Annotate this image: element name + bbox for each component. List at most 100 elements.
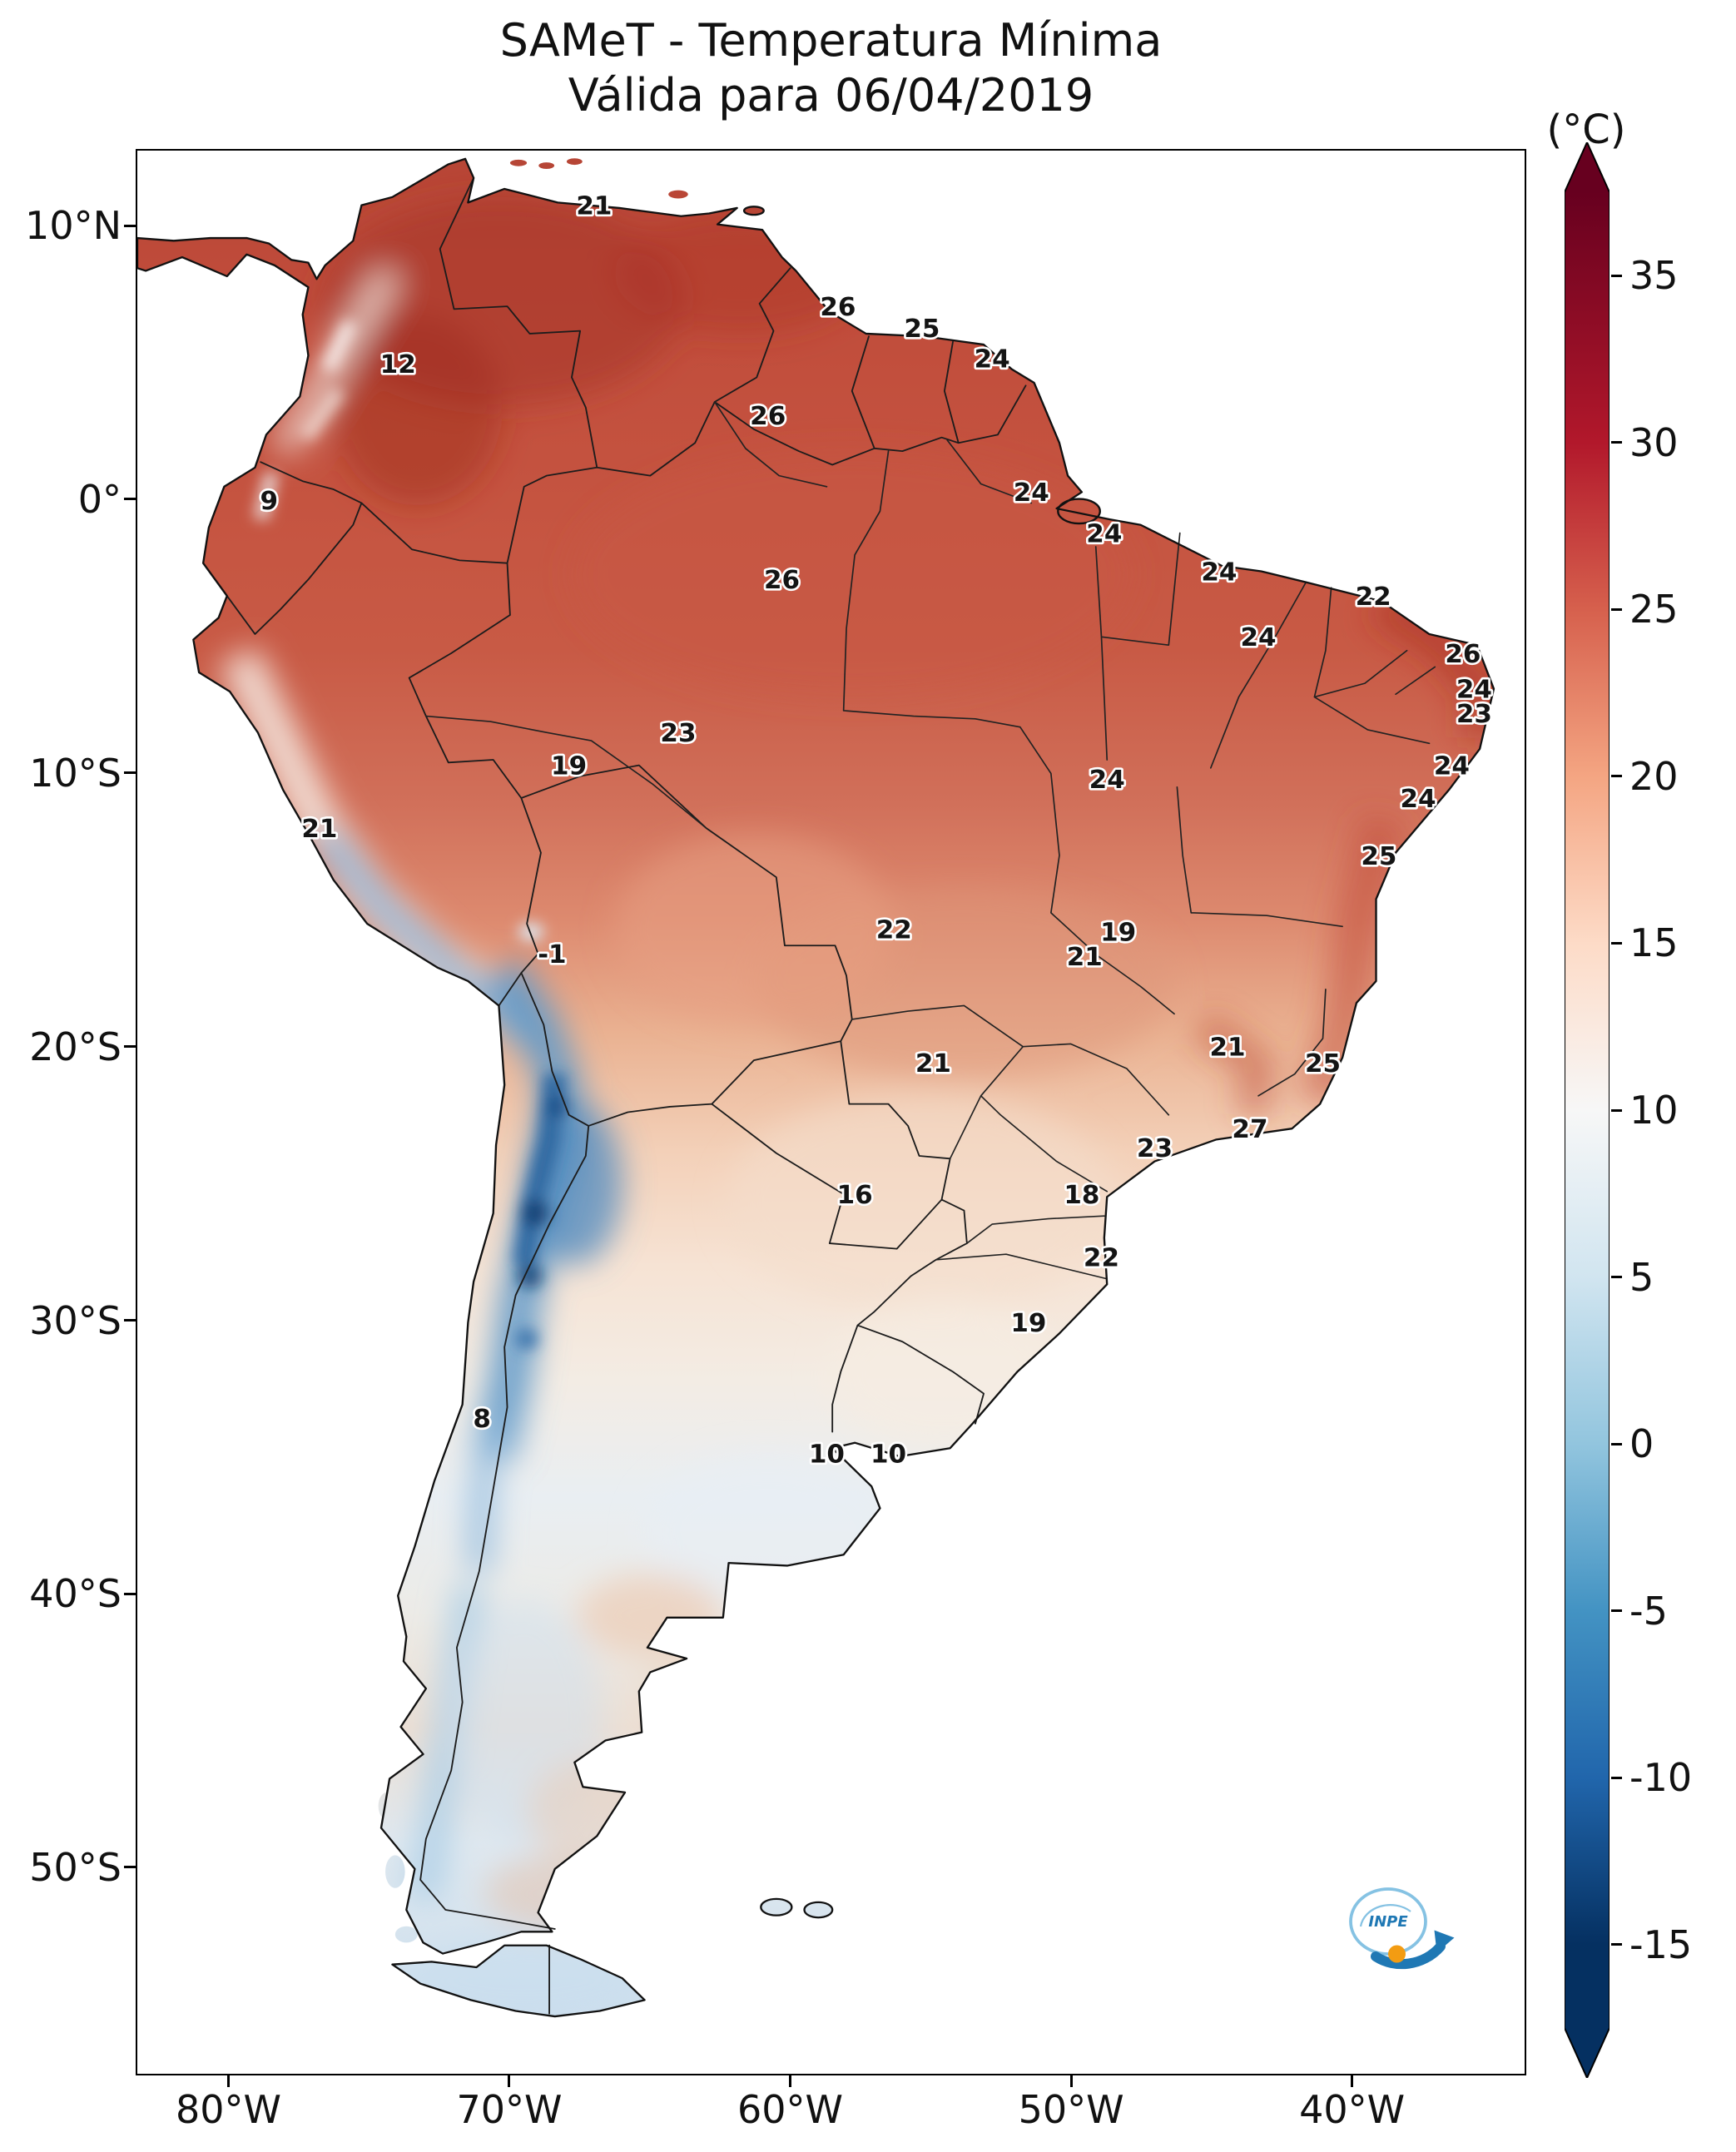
y-axis-tick-mark	[124, 224, 136, 227]
y-axis-tick-label: 10°N	[25, 203, 122, 249]
colorbar-tick-mark	[1611, 1108, 1622, 1112]
y-axis-tick-label: 20°S	[29, 1024, 122, 1069]
temperature-label: 23	[660, 719, 696, 748]
temperature-label: 27	[1232, 1115, 1267, 1144]
temperature-label: 23	[1137, 1134, 1173, 1163]
x-axis-tick-mark	[226, 2075, 230, 2087]
colorbar-tick-label: 0	[1629, 1421, 1654, 1467]
y-axis-tick-label: 10°S	[29, 750, 122, 796]
temperature-field	[137, 158, 1494, 2017]
temperature-label: 25	[1361, 842, 1396, 871]
x-axis-tick-mark	[1351, 2075, 1354, 2087]
x-axis-tick-label: 40°W	[1299, 2087, 1406, 2132]
temperature-label: 24	[1086, 520, 1122, 549]
y-axis-tick-mark	[124, 1592, 136, 1595]
y-axis-tick-label: 50°S	[29, 1844, 122, 1890]
temperature-label: 26	[1445, 640, 1481, 669]
colorbar-tick-mark	[1611, 775, 1622, 778]
temperature-label: 19	[1100, 919, 1136, 948]
colorbar-tick-label: 10	[1629, 1088, 1679, 1133]
temperature-label: 24	[1434, 752, 1470, 781]
colorbar-tick-mark	[1611, 1776, 1622, 1779]
temperature-label: 23	[1456, 700, 1492, 729]
y-axis-tick-mark	[124, 1045, 136, 1049]
x-axis-tick-label: 70°W	[456, 2087, 563, 2132]
colorbar-tick-label: 15	[1629, 920, 1679, 966]
logo-arrow	[1371, 1941, 1446, 1970]
temperature-label: 19	[551, 752, 587, 781]
temperature-label: 24	[1400, 785, 1436, 814]
temperature-label: 24	[1201, 558, 1237, 588]
plot-area: 2126252412269242424262224262423231924242…	[136, 149, 1526, 2075]
x-axis-tick-label: 50°W	[1018, 2087, 1124, 2132]
temperature-label: 26	[820, 293, 856, 322]
colorbar-tick-mark	[1611, 441, 1622, 444]
temperature-label: 9	[260, 487, 279, 516]
temperature-label: 24	[1241, 623, 1277, 652]
colorbar-tick-mark	[1611, 607, 1622, 611]
temperature-label: 21	[301, 815, 337, 844]
temperature-label: 12	[380, 350, 416, 379]
colorbar-tick-mark	[1611, 941, 1622, 945]
colorbar-tick-label: 30	[1629, 419, 1679, 465]
logo-orange-dot	[1388, 1945, 1406, 1963]
temperature-label: -1	[538, 940, 566, 969]
colorbar-tick-label: 35	[1629, 253, 1679, 299]
temperature-label: 24	[1089, 766, 1125, 795]
colorbar-tick-mark	[1611, 1276, 1622, 1279]
colorbar	[1565, 142, 1610, 2078]
y-axis-tick-label: 0°	[77, 476, 122, 522]
south-america-temperature-map: 2126252412269242424262224262423231924242…	[137, 157, 1495, 2018]
colorbar-tick-label: -10	[1629, 1755, 1693, 1801]
temperature-label: 10	[870, 1440, 906, 1470]
y-axis-tick-label: 40°S	[29, 1571, 122, 1617]
inpe-logo: INPE	[1349, 1887, 1455, 1970]
x-axis-tick-mark	[508, 2075, 511, 2087]
temperature-label: 24	[975, 345, 1010, 374]
temperature-label: 22	[876, 916, 912, 945]
colorbar-tick-label: 25	[1629, 587, 1679, 632]
colorbar-tick-mark	[1611, 1943, 1622, 1946]
y-axis-tick-mark	[124, 1866, 136, 1869]
temperature-label: 16	[837, 1181, 873, 1210]
coastline	[137, 157, 1495, 2018]
title-line-2: Válida para 06/04/2019	[568, 68, 1094, 121]
temperature-label: 26	[764, 567, 800, 596]
state-borders	[425, 401, 1436, 1280]
temperature-label: 24	[1456, 676, 1492, 705]
y-axis-tick-mark	[124, 771, 136, 775]
x-axis-tick-label: 60°W	[737, 2087, 844, 2132]
y-axis-tick-mark	[124, 498, 136, 501]
temperature-label: 26	[750, 403, 786, 432]
x-axis-tick-mark	[789, 2075, 792, 2087]
temperature-label: 24	[1014, 479, 1049, 508]
y-axis-tick-mark	[124, 1319, 136, 1322]
inpe-logo-text: INPE	[1368, 1913, 1408, 1931]
temperature-label: 22	[1356, 583, 1391, 612]
temperature-label: 21	[576, 192, 612, 221]
colorbar-tick-mark	[1611, 1442, 1622, 1445]
colorbar-tick-mark	[1611, 274, 1622, 277]
temperature-label: 22	[1084, 1244, 1119, 1273]
temperature-label: 25	[1305, 1050, 1341, 1079]
temperature-labels-layer: 2126252412269242424262224262423231924242…	[258, 190, 1495, 1471]
colorbar-tick-label: -15	[1629, 1921, 1693, 1967]
temperature-label: 18	[1064, 1181, 1099, 1210]
temperature-label: 8	[473, 1405, 491, 1434]
logo-arrowhead	[1434, 1930, 1455, 1953]
temperature-label: 10	[809, 1440, 845, 1470]
temperature-label: 21	[1067, 944, 1103, 973]
colorbar-tick-label: 20	[1629, 753, 1679, 799]
temperature-label: 21	[1209, 1034, 1245, 1063]
x-axis-tick-label: 80°W	[175, 2087, 281, 2132]
colorbar-tick-label: 5	[1629, 1254, 1654, 1300]
temperature-label: 25	[904, 315, 940, 345]
chart-title: SAMeT - Temperatura Mínima Válida para 0…	[136, 13, 1526, 123]
title-line-1: SAMeT - Temperatura Mínima	[499, 14, 1163, 67]
colorbar-gradient-bar	[1565, 142, 1610, 2078]
y-axis-tick-label: 30°S	[29, 1297, 122, 1343]
colorbar-tick-mark	[1611, 1609, 1622, 1613]
temperature-label: 21	[915, 1050, 951, 1079]
x-axis-tick-mark	[1069, 2075, 1073, 2087]
